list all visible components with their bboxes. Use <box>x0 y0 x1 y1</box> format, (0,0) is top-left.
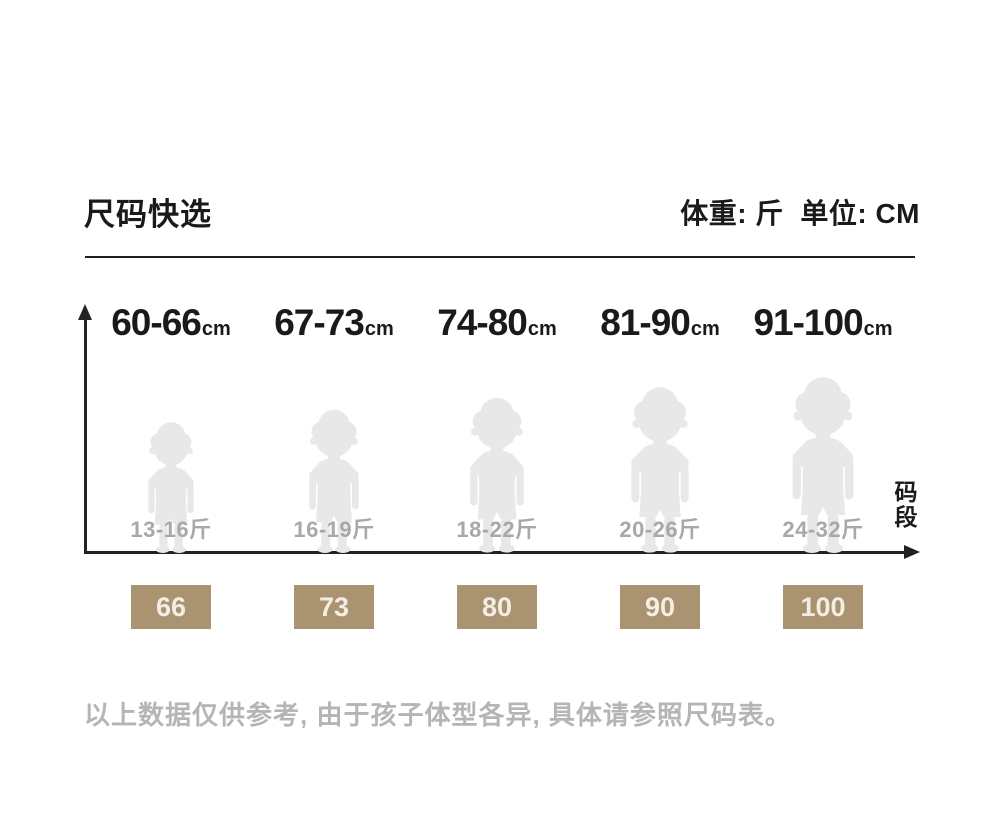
height-range-label: 74-80cm <box>412 302 582 344</box>
size-button-66[interactable]: 66 <box>131 585 211 629</box>
height-unit-label: cm <box>364 318 394 340</box>
weight-range-label: 16-19斤 <box>293 517 375 542</box>
size-button-100[interactable]: 100 <box>783 585 863 629</box>
height-range-value: 60-66 <box>111 302 202 343</box>
height-range-value: 74-80 <box>437 302 528 343</box>
size-column-90: 81-90cm 20-26斤 90 <box>575 300 745 645</box>
weight-range-label: 13-16斤 <box>130 517 212 542</box>
height-unit-label: cm <box>863 318 893 340</box>
size-column-73: 67-73cm 16-19斤 73 <box>249 300 419 645</box>
height-range-value: 81-90 <box>600 302 691 343</box>
header-divider <box>85 256 915 258</box>
size-button-80[interactable]: 80 <box>457 585 537 629</box>
height-unit-label: cm <box>690 318 720 340</box>
height-range-value: 67-73 <box>274 302 365 343</box>
size-button-90[interactable]: 90 <box>620 585 700 629</box>
height-range-label: 67-73cm <box>249 302 419 344</box>
unit-note: 体重: 斤 单位: CM <box>680 198 920 229</box>
y-axis-line <box>84 320 87 553</box>
height-unit-label: cm <box>201 318 231 340</box>
axis-label-size-range: 码段 <box>891 480 917 530</box>
axis-arrow-right-icon <box>904 545 920 559</box>
size-button-73[interactable]: 73 <box>294 585 374 629</box>
size-column-80: 74-80cm 18-22斤 80 <box>412 300 582 645</box>
height-unit-label: cm <box>527 318 557 340</box>
size-column-66: 60-66cm 13-16斤 66 <box>86 300 256 645</box>
disclaimer-note: 以上数据仅供参考, 由于孩子体型各异, 具体请参照尺码表。 <box>84 700 792 730</box>
height-range-value: 91-100 <box>753 302 863 343</box>
size-column-100: 91-100cm 24-32斤 100 <box>738 300 908 645</box>
height-range-label: 60-66cm <box>86 302 256 344</box>
height-range-label: 91-100cm <box>738 302 908 344</box>
x-axis-line <box>84 551 906 554</box>
weight-range-label: 20-26斤 <box>619 517 701 542</box>
page-title: 尺码快选 <box>84 197 212 232</box>
weight-range-label: 24-32斤 <box>782 517 864 542</box>
weight-range-label: 18-22斤 <box>456 517 538 542</box>
height-range-label: 81-90cm <box>575 302 745 344</box>
axis-arrow-up-icon <box>78 304 92 320</box>
